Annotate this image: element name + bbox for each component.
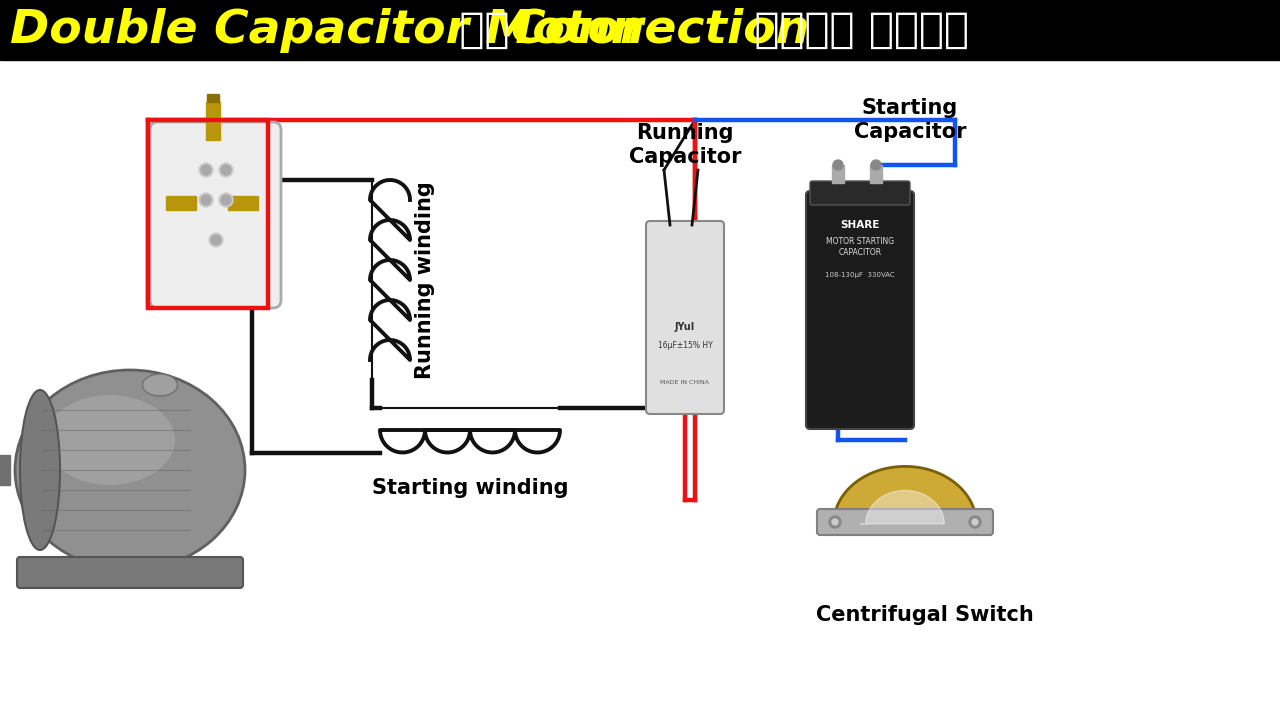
Circle shape bbox=[870, 160, 881, 170]
Bar bbox=[870, 165, 882, 183]
FancyBboxPatch shape bbox=[810, 181, 910, 205]
Circle shape bbox=[198, 193, 212, 207]
Text: 16μF±15% HY: 16μF±15% HY bbox=[658, 341, 713, 350]
FancyBboxPatch shape bbox=[817, 509, 993, 535]
Circle shape bbox=[969, 516, 980, 528]
Text: Connection: Connection bbox=[509, 7, 809, 53]
Text: का: का bbox=[445, 9, 524, 51]
Text: Starting
Capacitor: Starting Capacitor bbox=[854, 99, 966, 142]
Bar bbox=[832, 165, 844, 183]
Text: Double Capacitor Motor: Double Capacitor Motor bbox=[10, 7, 644, 53]
Text: 108-130μF  330VAC: 108-130μF 330VAC bbox=[826, 272, 895, 278]
Circle shape bbox=[221, 165, 230, 175]
FancyBboxPatch shape bbox=[646, 221, 724, 414]
Text: MADE IN CHINA: MADE IN CHINA bbox=[660, 379, 709, 384]
Text: Starting winding: Starting winding bbox=[371, 477, 568, 498]
Text: SHARE: SHARE bbox=[840, 220, 879, 230]
Text: Running
Capacitor: Running Capacitor bbox=[628, 123, 741, 166]
Bar bbox=[148, 120, 268, 308]
Circle shape bbox=[832, 519, 838, 525]
Text: Centrifugal Switch: Centrifugal Switch bbox=[817, 605, 1034, 625]
Circle shape bbox=[219, 163, 233, 177]
Ellipse shape bbox=[15, 370, 244, 570]
Text: MOTOR STARTING
CAPACITOR: MOTOR STARTING CAPACITOR bbox=[826, 238, 893, 257]
FancyBboxPatch shape bbox=[17, 557, 243, 588]
Text: JYul: JYul bbox=[675, 322, 695, 332]
Ellipse shape bbox=[142, 374, 178, 396]
FancyBboxPatch shape bbox=[806, 191, 914, 429]
Circle shape bbox=[198, 163, 212, 177]
Ellipse shape bbox=[45, 395, 175, 485]
Circle shape bbox=[221, 195, 230, 205]
Bar bbox=[0, 455, 10, 485]
Circle shape bbox=[201, 195, 211, 205]
Text: करना सीखे: करना सीखे bbox=[740, 9, 969, 51]
Text: Running winding: Running winding bbox=[415, 181, 435, 379]
Circle shape bbox=[201, 165, 211, 175]
Bar bbox=[0, 0, 1280, 60]
Circle shape bbox=[833, 160, 844, 170]
Bar bbox=[166, 196, 196, 210]
Bar bbox=[228, 196, 259, 210]
Circle shape bbox=[209, 233, 223, 247]
Circle shape bbox=[219, 193, 233, 207]
Circle shape bbox=[972, 519, 978, 525]
Polygon shape bbox=[828, 467, 982, 524]
Circle shape bbox=[211, 235, 221, 245]
Bar bbox=[206, 102, 220, 140]
Circle shape bbox=[829, 516, 841, 528]
Ellipse shape bbox=[20, 390, 60, 550]
Polygon shape bbox=[860, 490, 945, 524]
Bar bbox=[207, 94, 219, 102]
FancyBboxPatch shape bbox=[150, 122, 282, 308]
